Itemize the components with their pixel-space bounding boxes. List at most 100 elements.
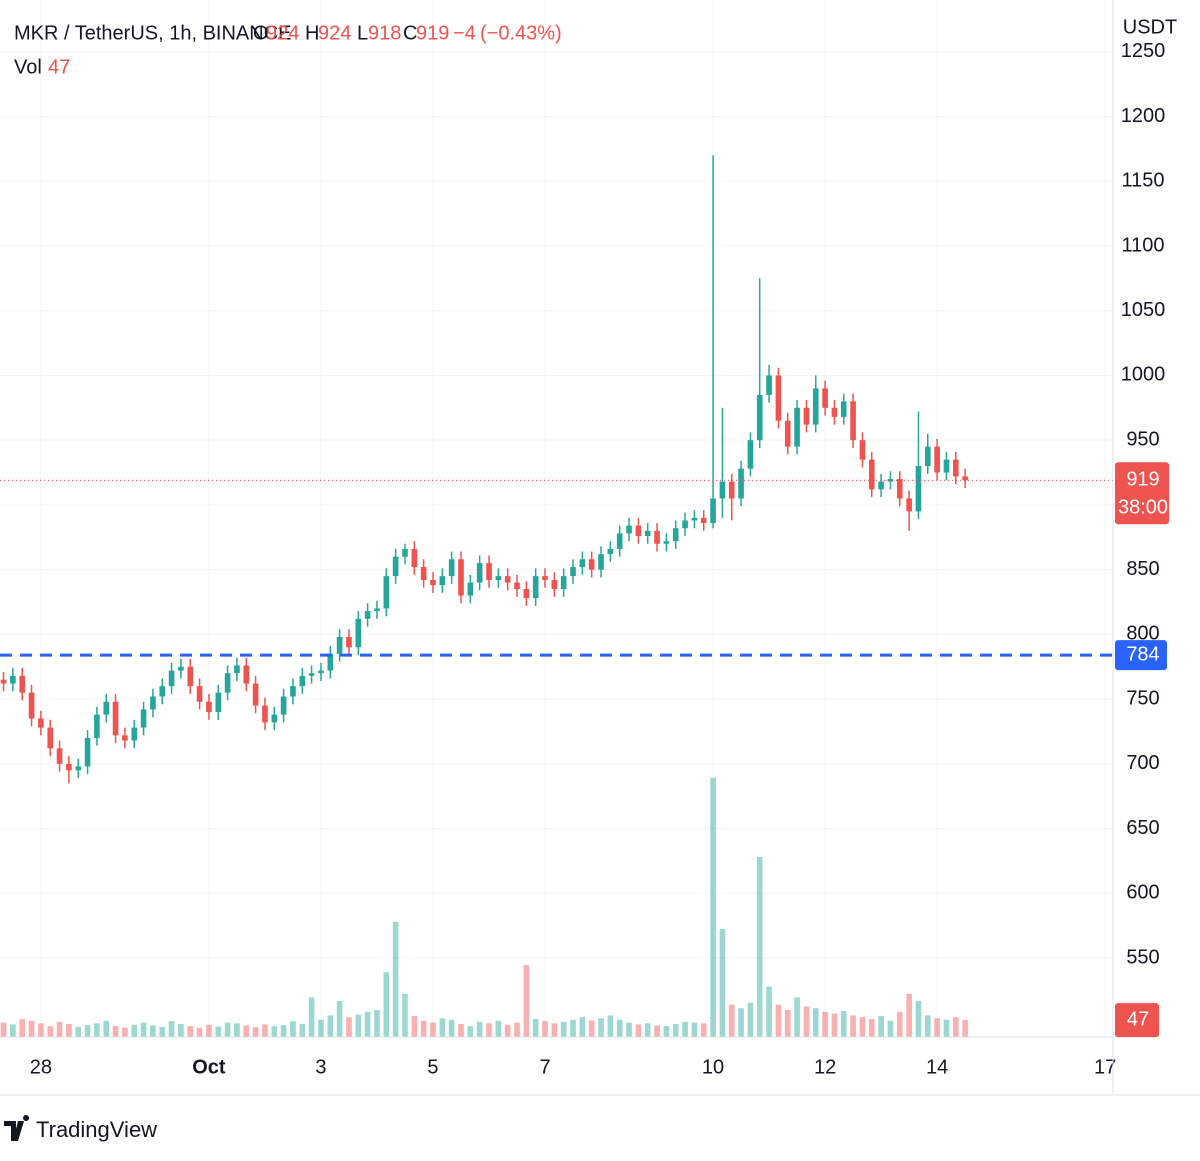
y-tick-label: 600 <box>1126 882 1159 904</box>
candle-body <box>486 563 492 580</box>
candle-body <box>206 701 212 713</box>
candle-body <box>458 559 464 596</box>
candle-body <box>140 709 147 728</box>
candle-body <box>159 686 166 697</box>
candle-body <box>392 556 399 577</box>
x-tick-label: 14 <box>926 1056 948 1078</box>
candle-body <box>859 440 866 460</box>
volume-bar <box>252 1027 259 1037</box>
volume-bar <box>616 1019 623 1037</box>
candle-body <box>28 692 35 719</box>
volume-bar <box>691 1022 698 1037</box>
candle-body <box>495 576 502 580</box>
x-tick-label: Oct <box>192 1056 226 1078</box>
volume-bar <box>812 1008 819 1037</box>
brand-logo: TradingView <box>4 1115 157 1142</box>
y-tick-label: 950 <box>1126 428 1159 450</box>
candle-body <box>262 705 268 723</box>
volume-bar <box>112 1026 119 1037</box>
candle-body <box>290 686 296 697</box>
volume-bar <box>682 1021 688 1037</box>
candle-body <box>383 576 390 609</box>
x-tick-label: 5 <box>427 1056 438 1078</box>
y-tick-label: 1200 <box>1121 105 1166 127</box>
candle-body <box>75 766 82 771</box>
volume-bar <box>84 1025 91 1037</box>
candle-body <box>794 407 800 447</box>
volume-bar <box>962 1020 968 1037</box>
y-tick-label: 650 <box>1126 817 1159 839</box>
candle-body <box>542 576 548 580</box>
candle-body <box>327 653 334 671</box>
x-tick-label: 17 <box>1094 1056 1116 1078</box>
volume-bar <box>719 928 726 1037</box>
candle-body <box>570 567 576 577</box>
candle-body <box>887 479 894 482</box>
candle-body <box>523 589 530 599</box>
volume-bar <box>878 1016 884 1037</box>
volume-bar <box>840 1011 847 1037</box>
volume-bar <box>392 921 399 1037</box>
volume-bar <box>458 1024 464 1037</box>
candle-body <box>467 582 474 596</box>
candle-body <box>504 576 511 583</box>
y-tick-label: 1100 <box>1121 234 1164 256</box>
volume-bar <box>224 1022 231 1037</box>
brand-name: TradingView <box>36 1117 157 1142</box>
volume-bar <box>346 1017 352 1037</box>
candle-body <box>439 576 446 586</box>
x-tick-label: 10 <box>702 1056 724 1078</box>
legend-close-label: C <box>403 22 417 44</box>
candle-body <box>850 401 856 441</box>
volume-bar <box>131 1024 138 1037</box>
plot-area <box>0 155 1113 1037</box>
grid <box>0 0 1113 1037</box>
candle-body <box>691 517 698 521</box>
candle-body <box>168 670 175 687</box>
candle-body <box>654 530 660 544</box>
volume-bar <box>187 1026 194 1037</box>
legend-open-label: O <box>253 22 269 44</box>
candle-body <box>19 675 26 693</box>
volume-bar <box>56 1021 63 1037</box>
volume-bar <box>94 1023 100 1037</box>
volume-bar <box>710 777 716 1037</box>
volume-bar <box>262 1024 268 1037</box>
volume-bar <box>588 1020 595 1037</box>
candle-body <box>150 696 156 710</box>
volume-bar <box>915 1000 922 1037</box>
candle-body <box>551 579 558 590</box>
volume-bar <box>336 1000 343 1037</box>
candle-body <box>299 675 306 687</box>
candle-body <box>430 579 436 586</box>
candle-body <box>682 520 688 529</box>
y-tick-label: 550 <box>1126 946 1159 968</box>
volume-bar <box>523 964 530 1037</box>
volume-bar <box>700 1023 707 1037</box>
y-tick-label: 700 <box>1126 752 1159 774</box>
x-tick-label: 28 <box>30 1056 52 1078</box>
candle-body <box>756 394 763 441</box>
volume-bar <box>514 1022 520 1037</box>
countdown-label: 38:00 <box>1118 497 1168 519</box>
volume-bar <box>420 1020 427 1037</box>
legend-close: 919 <box>416 22 449 44</box>
candle-body <box>868 459 875 490</box>
volume-label-bg <box>1115 1003 1159 1038</box>
volume-bar <box>766 986 772 1037</box>
candle-body <box>672 528 679 542</box>
volume-bar <box>672 1024 679 1037</box>
volume-bar <box>168 1021 175 1037</box>
candle-body <box>588 559 595 570</box>
candle-body <box>952 459 959 477</box>
currency-bg <box>1116 0 1200 42</box>
volume-bar <box>383 972 390 1037</box>
volume-bar <box>738 1008 744 1037</box>
volume-bar <box>140 1022 147 1037</box>
y-tick-label: 1250 <box>1121 40 1166 62</box>
horizontal-line-label-bg <box>1115 640 1167 671</box>
volume-bar <box>784 1009 791 1037</box>
candle-body <box>831 407 838 417</box>
volume-bar <box>542 1021 548 1037</box>
volume-value: 47 <box>48 56 70 78</box>
